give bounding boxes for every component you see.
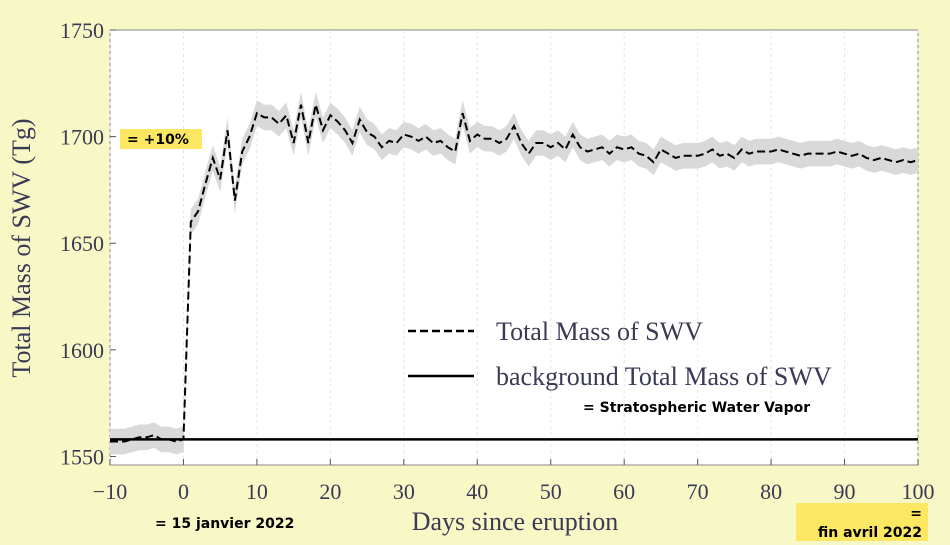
note: fin avril 2022	[818, 525, 922, 541]
marks	[110, 91, 919, 455]
y-tick-label: 1550	[60, 444, 104, 469]
x-tick-label: 10	[246, 479, 268, 504]
note: =	[910, 506, 922, 522]
x-tick-label: 30	[393, 479, 415, 504]
x-tick-label: 60	[613, 479, 635, 504]
y-axis-label: Total Mass of SWV (Tg)	[7, 118, 36, 377]
legend-label: Total Mass of SWV	[496, 317, 703, 346]
x-tick-label: 50	[540, 479, 562, 504]
x-tick-label: 70	[687, 479, 709, 504]
note-highlight	[120, 129, 202, 149]
note-highlight	[796, 503, 928, 541]
y-tick-label: 1600	[60, 338, 104, 363]
labels: −10 0 10 20 30 40 50 60 70 80 90 100 1550 1600 1650 170…	[60, 18, 935, 504]
y-tick-label: 1750	[60, 18, 104, 43]
grid	[109, 29, 919, 465]
plot-area	[109, 29, 919, 466]
x-tick-label: 0	[178, 479, 189, 504]
x-tick-label: 80	[760, 479, 782, 504]
legend-label: background Total Mass of SWV	[496, 362, 832, 391]
y-tick-label: 1700	[60, 125, 104, 150]
x-axis-label: Days since eruption	[412, 507, 619, 536]
x-tick-label: 40	[466, 479, 488, 504]
series-line	[110, 104, 919, 443]
x-tick-label: −10	[93, 479, 127, 504]
note: = +10%	[127, 132, 189, 148]
y-tick-label: 1650	[60, 231, 104, 256]
note: = Stratospheric Water Vapor	[583, 400, 810, 416]
x-tick-label: 90	[834, 479, 856, 504]
x-tick-label: 20	[319, 479, 341, 504]
note: = 15 janvier 2022	[155, 516, 294, 532]
x-tick-label: 100	[902, 479, 935, 504]
